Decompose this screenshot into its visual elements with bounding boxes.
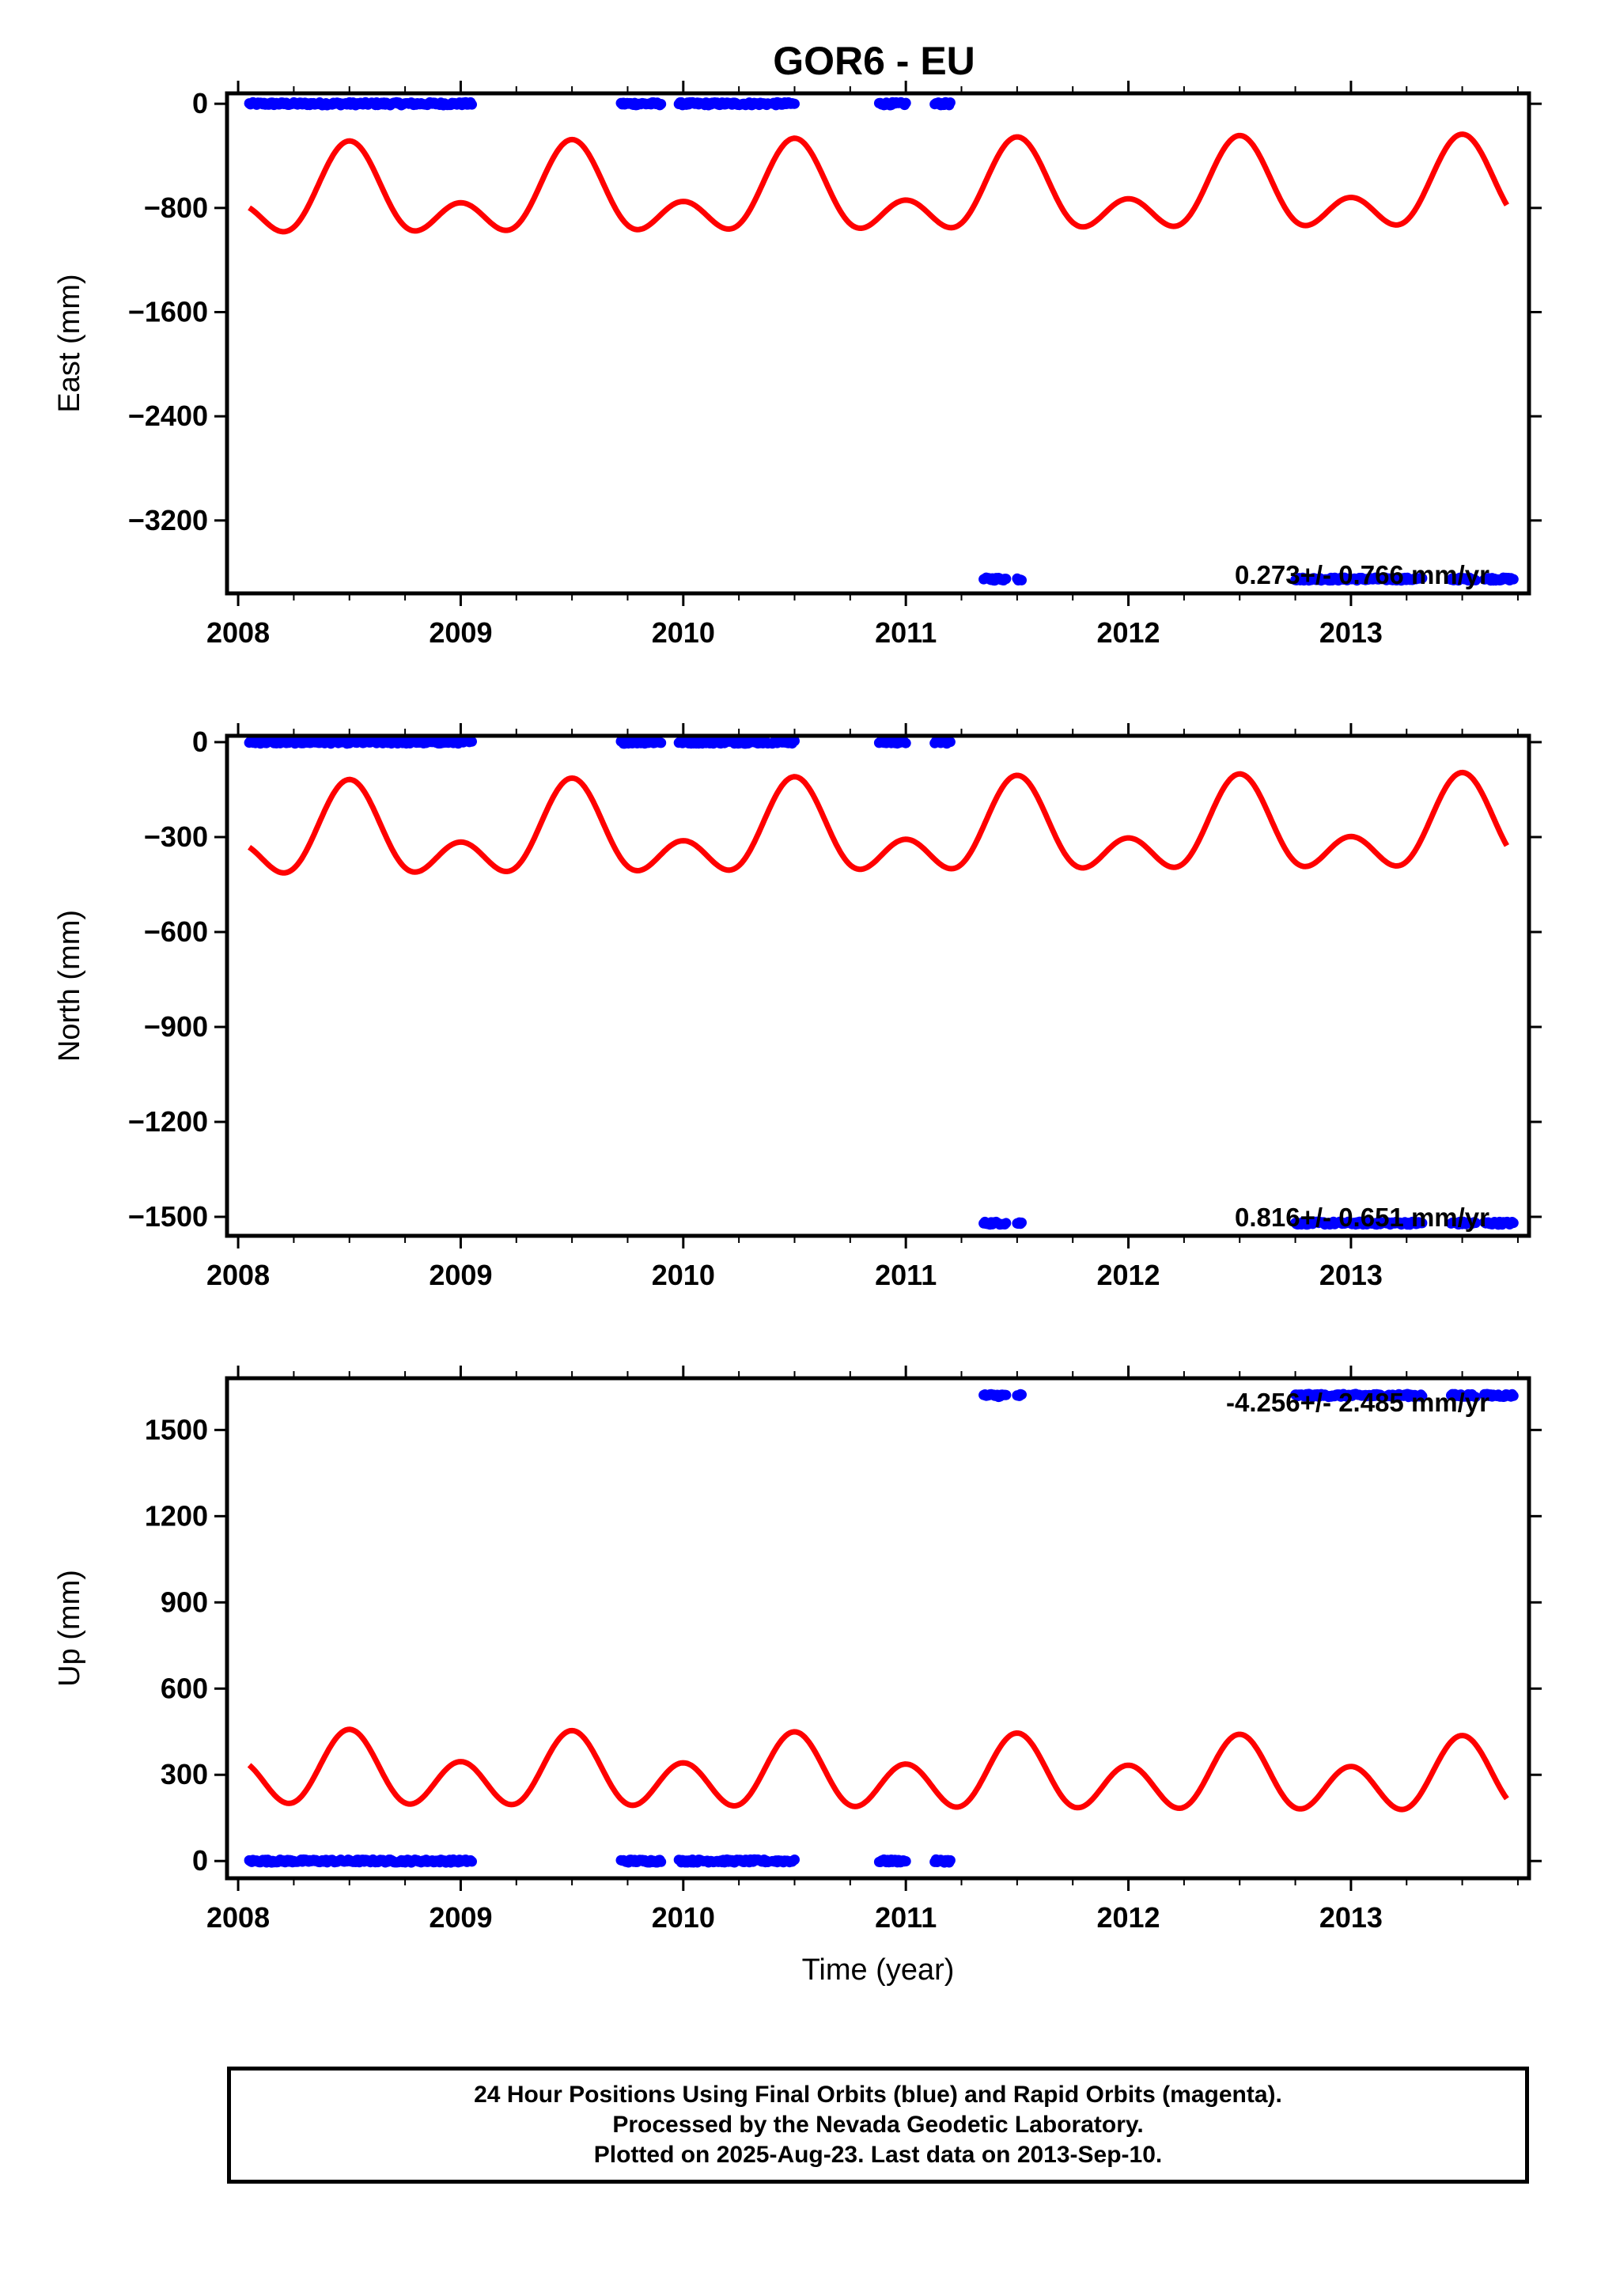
y-axis-label: East (mm) (53, 274, 86, 412)
data-point (944, 1855, 956, 1866)
y-tick-label: −3200 (128, 504, 208, 536)
plot-frame (225, 733, 1531, 1238)
data-point (467, 736, 477, 747)
data-point (1001, 1218, 1012, 1229)
data-point (900, 737, 911, 748)
plot-data (244, 1389, 1519, 1868)
x-tick-label: 2011 (875, 616, 937, 649)
x-tick-label: 2009 (429, 1259, 492, 1291)
x-axis-label: Time (year) (802, 1953, 955, 1987)
chart-title: GOR6 - EU (773, 39, 975, 83)
data-point (1508, 1218, 1519, 1229)
x-tick-label: 2010 (652, 1901, 715, 1934)
velocity-annotation: 0.273+/- 0.766 mm/yr (1235, 560, 1489, 589)
data-point (789, 1855, 800, 1865)
data-point (944, 737, 956, 748)
x-tick-label: 2012 (1096, 1901, 1160, 1934)
footer-line-1: 24 Hour Positions Using Final Orbits (bl… (474, 2082, 1282, 2108)
y-axis-label: North (mm) (53, 910, 86, 1062)
x-tick-label: 2013 (1319, 1901, 1383, 1934)
model-fit-line (247, 1726, 1509, 1813)
y-tick-label: 300 (161, 1758, 208, 1790)
y-tick-label: −300 (144, 820, 208, 853)
panel-east: 2008 2009 2010 2011 2012 2013 0 −800 −1600 −2400 −… (53, 81, 1542, 649)
data-point (900, 97, 911, 108)
data-point (1001, 1389, 1012, 1400)
y-tick-label: 1500 (145, 1413, 208, 1445)
y-tick-label: 900 (161, 1586, 208, 1618)
plot-data (244, 736, 1519, 1230)
y-tick-label: −2400 (128, 400, 208, 432)
y-tick-label: −900 (144, 1010, 208, 1043)
plot-data (244, 97, 1519, 586)
y-tick-label: 0 (192, 1844, 208, 1877)
x-tick-label: 2008 (206, 1901, 270, 1934)
data-point (467, 1856, 477, 1867)
data-point (467, 99, 477, 110)
x-tick-label: 2011 (875, 1259, 937, 1291)
y-tick-label: −800 (144, 191, 208, 224)
velocity-annotation: -4.256+/- 2.485 mm/yr (1226, 1388, 1489, 1417)
y-tick-label: 600 (161, 1672, 208, 1704)
footer-line-3: Plotted on 2025-Aug-23. Last data on 201… (593, 2142, 1163, 2168)
y-tick-label: −1600 (128, 296, 208, 328)
data-point (1417, 573, 1428, 584)
x-tick-label: 2013 (1319, 1259, 1383, 1291)
y-tick-label: −1500 (128, 1200, 208, 1233)
model-fit-line (248, 131, 1509, 235)
data-point (1470, 574, 1481, 585)
data-point (656, 737, 667, 748)
plot-frame (225, 1376, 1531, 1881)
x-tick-label: 2011 (875, 1901, 937, 1934)
data-point (1417, 1391, 1428, 1402)
footer-line-2: Processed by the Nevada Geodetic Laborat… (612, 2112, 1144, 2138)
y-axis-label: Up (mm) (53, 1570, 86, 1687)
x-tick-label: 2010 (652, 616, 715, 649)
data-point (944, 97, 956, 108)
data-point (1001, 574, 1012, 585)
x-tick-label: 2010 (652, 1259, 715, 1291)
model-fit-line (248, 769, 1509, 876)
velocity-annotation: 0.816+/- 0.651 mm/yr (1235, 1203, 1489, 1232)
y-tick-label: −1200 (128, 1105, 208, 1138)
x-tick-label: 2012 (1096, 1259, 1160, 1291)
plot-frame (225, 91, 1531, 596)
data-point (789, 736, 800, 746)
data-point (1470, 1218, 1481, 1229)
data-point (656, 1856, 667, 1867)
y-tick-label: 0 (192, 726, 208, 758)
y-tick-label: 0 (192, 87, 208, 119)
data-point (789, 98, 800, 109)
panel-north: 2008 2009 2010 2011 2012 2013 0 −300 −600 −900 −12… (53, 723, 1542, 1291)
data-point (1470, 1392, 1481, 1403)
footer-box: 24 Hour Positions Using Final Orbits (bl… (227, 2067, 1529, 2184)
y-tick-label: −600 (144, 915, 208, 948)
x-tick-label: 2012 (1096, 616, 1160, 649)
data-point (1417, 1218, 1428, 1229)
x-tick-label: 2008 (206, 616, 270, 649)
x-tick-label: 2013 (1319, 616, 1383, 649)
data-point (656, 99, 667, 109)
data-point (1016, 1217, 1027, 1228)
data-point (1016, 1389, 1027, 1400)
y-tick-label: 1200 (145, 1499, 208, 1532)
x-tick-label: 2008 (206, 1259, 270, 1291)
data-point (1508, 574, 1519, 585)
data-point (900, 1856, 911, 1866)
x-tick-label: 2009 (429, 616, 492, 649)
panel-up: 2008 2009 2010 2011 2012 2013 0 300 600 900 1200 15… (53, 1366, 1542, 1987)
x-tick-label: 2009 (429, 1901, 492, 1934)
data-point (1508, 1390, 1519, 1401)
data-point (1016, 574, 1027, 585)
